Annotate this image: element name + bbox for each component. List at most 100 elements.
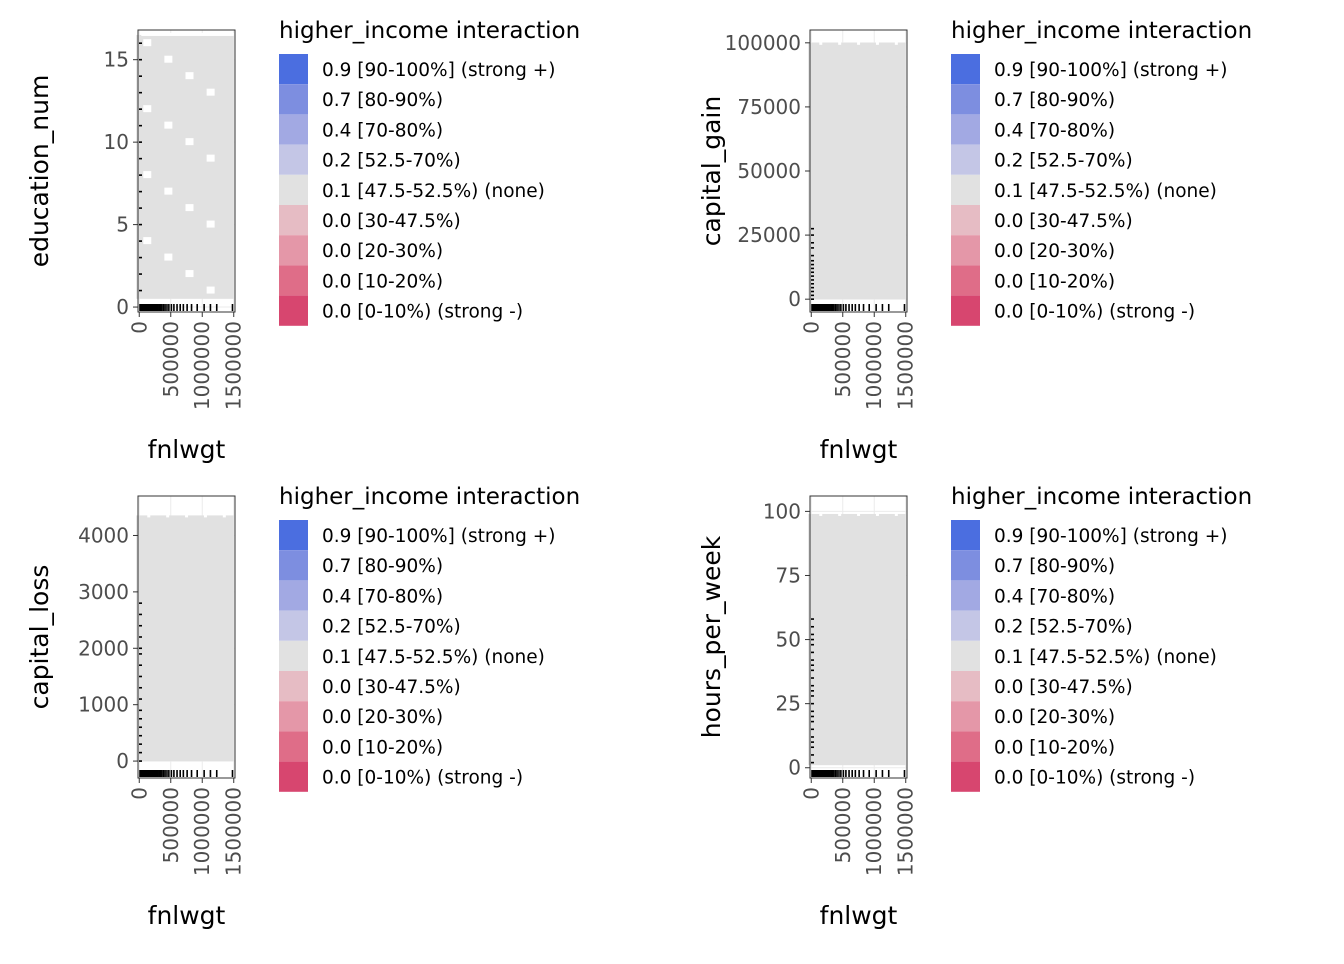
y-axis-title: hours_per_week <box>697 535 726 738</box>
tile-gap <box>143 171 152 179</box>
x-axis-title: fnlwgt <box>148 901 226 930</box>
panel-education_num: 0 5 10 15 0 500000 1000000 1500000 fnlwgt educati… <box>25 18 580 464</box>
tile-gap <box>143 105 152 113</box>
x-tick-label: 1500000 <box>222 321 246 410</box>
legend-item-label: 0.9 [90-100%] (strong +) <box>322 60 555 81</box>
y-tick-label: 50 <box>776 628 801 652</box>
legend-swatch <box>279 265 308 296</box>
legend-swatch <box>279 671 308 702</box>
legend-item-label: 0.1 [47.5-52.5%) (none) <box>994 647 1217 668</box>
x-tick-label: 0 <box>127 787 151 800</box>
legend-swatch <box>279 520 308 551</box>
legend-swatch <box>279 550 308 581</box>
tile-gap <box>185 513 189 518</box>
x-tick-label: 1000000 <box>862 321 886 410</box>
legend-item-label: 0.7 [80-90%) <box>322 90 443 111</box>
legend-swatch <box>279 701 308 732</box>
y-tick-label: 5 <box>116 213 129 237</box>
y-tick-label: 100 <box>763 499 801 523</box>
y-tick-label: 2000 <box>78 636 129 660</box>
tile-gap <box>206 88 215 96</box>
tile-gap <box>206 286 215 294</box>
tile-gap <box>185 204 194 212</box>
legend-item-label: 0.2 [52.5-70%) <box>322 617 461 638</box>
tile-gap <box>185 72 194 80</box>
heat-tiles <box>136 515 234 762</box>
tile-gap <box>838 511 842 516</box>
legend-swatch <box>279 731 308 762</box>
legend-item-label: 0.0 [20-30%) <box>322 241 443 262</box>
tile-gap <box>141 32 234 36</box>
tile-gap <box>203 513 207 518</box>
legend-swatch <box>279 84 308 115</box>
y-axis-title: capital_gain <box>697 96 726 246</box>
legend-item-label: 0.1 [47.5-52.5%) (none) <box>322 647 545 668</box>
x-tick-label: 1000000 <box>862 787 886 876</box>
legend-item-label: 0.0 [0-10%) (strong -) <box>994 302 1195 323</box>
plot-border <box>809 495 908 779</box>
tile-gap <box>894 40 898 45</box>
legend-swatch <box>279 295 308 326</box>
legend-title: higher_income interaction <box>951 18 1252 44</box>
legend-title: higher_income interaction <box>279 18 580 44</box>
legend-title: higher_income interaction <box>279 484 580 510</box>
legend-item-label: 0.1 [47.5-52.5%) (none) <box>322 181 545 202</box>
tile-gap <box>185 270 194 278</box>
legend-item-label: 0.0 [0-10%) (strong -) <box>994 768 1195 789</box>
heat-tiles <box>808 42 906 300</box>
legend: higher_income interaction 0.9 [90-100%] (… <box>279 484 580 792</box>
legend-swatch <box>279 610 308 641</box>
x-tick-label: 1500000 <box>894 787 918 876</box>
x-tick-label: 500000 <box>831 321 855 397</box>
legend-swatch <box>279 640 308 671</box>
legend-item-label: 0.1 [47.5-52.5%) (none) <box>994 181 1217 202</box>
legend-item-label: 0.4 [70-80%) <box>994 120 1115 141</box>
tile-gap <box>819 511 823 516</box>
y-tick-label: 0 <box>788 756 801 780</box>
legend-item-label: 0.7 [80-90%) <box>994 90 1115 111</box>
x-tick-label: 0 <box>127 321 151 334</box>
legend-item-label: 0.4 [70-80%) <box>322 586 443 607</box>
legend-swatch <box>279 54 308 85</box>
y-tick-label: 0 <box>116 295 129 319</box>
legend-swatch <box>951 174 980 205</box>
x-axis-title: fnlwgt <box>148 435 226 464</box>
x-axis-title: fnlwgt <box>820 435 898 464</box>
legend-item-label: 0.0 [0-10%) (strong -) <box>322 768 523 789</box>
tile-gap <box>185 138 194 146</box>
legend-item-label: 0.2 [52.5-70%) <box>994 617 1133 638</box>
legend-swatch <box>951 731 980 762</box>
legend-swatch <box>951 610 980 641</box>
tile-gap <box>819 40 823 45</box>
y-tick-label: 0 <box>116 749 129 773</box>
legend-item-label: 0.4 [70-80%) <box>994 586 1115 607</box>
x-tick-label: 1500000 <box>222 787 246 876</box>
x-tick-label: 1000000 <box>190 787 214 876</box>
legend-swatch <box>279 580 308 611</box>
legend: higher_income interaction 0.9 [90-100%] (… <box>951 484 1252 792</box>
x-tick-label: 1000000 <box>190 321 214 410</box>
legend-swatch <box>951 550 980 581</box>
legend-item-label: 0.0 [20-30%) <box>994 707 1115 728</box>
legend-item-label: 0.0 [10-20%) <box>322 737 443 758</box>
y-tick-label: 0 <box>788 287 801 311</box>
legend-item-label: 0.0 [10-20%) <box>994 271 1115 292</box>
legend: higher_income interaction 0.9 [90-100%] (… <box>951 18 1252 326</box>
tile-gap <box>143 237 152 245</box>
tile-gap <box>166 513 170 518</box>
legend: higher_income interaction 0.9 [90-100%] (… <box>279 18 580 326</box>
legend-item-label: 0.0 [10-20%) <box>322 271 443 292</box>
plot-border <box>137 29 236 313</box>
legend-title: higher_income interaction <box>951 484 1252 510</box>
legend-item-label: 0.0 [30-47.5%) <box>994 677 1133 698</box>
y-tick-label: 25 <box>776 692 801 716</box>
legend-item-label: 0.0 [30-47.5%) <box>322 211 461 232</box>
legend-item-label: 0.2 [52.5-70%) <box>994 151 1133 172</box>
y-tick-label: 4000 <box>78 523 129 547</box>
y-tick-label: 50000 <box>737 159 801 183</box>
tile-gap <box>164 187 173 195</box>
heat-tiles <box>808 513 906 766</box>
